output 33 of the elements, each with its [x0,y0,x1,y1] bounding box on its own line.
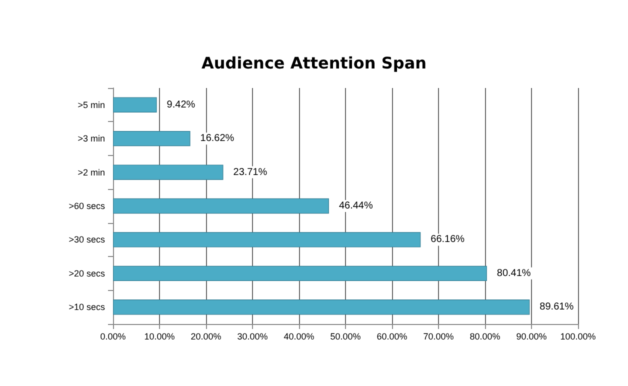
data-label: 80.41% [496,268,531,279]
x-tick-label: 40.00% [284,332,314,342]
bar [113,164,224,180]
y-tick-label: >20 secs [68,268,106,278]
x-tick-label: 90.00% [516,332,547,342]
y-tick-label: >30 secs [68,234,106,245]
x-tick-label: 0.00% [100,332,126,342]
data-label: 23.71% [233,166,268,178]
x-tick-label: 70.00% [423,332,454,342]
bar [113,232,421,248]
x-tick-label: 10.00% [144,332,175,342]
bar [113,266,487,282]
y-tick-label: >5 min [78,100,105,110]
data-label: 16.62% [200,133,234,144]
data-label: 46.44% [338,200,373,212]
y-tick-label: >10 secs [68,302,106,312]
chart-title: Audience Attention Span [201,54,427,72]
x-tick-label: 20.00% [190,332,222,342]
bar [113,130,190,146]
y-tick-label: >2 min [78,167,105,178]
bar [113,300,530,315]
x-tick-label: 30.00% [237,332,268,342]
data-label: 89.61% [540,302,574,313]
y-tick-label: >3 min [78,134,105,144]
data-label: 9.42% [166,99,196,110]
data-label: 66.16% [430,234,465,246]
bar [113,198,329,214]
y-tick-label: >60 secs [68,201,106,211]
bar [113,97,157,112]
x-tick-label: 100.00% [560,332,596,342]
x-tick-label: 50.00% [330,332,361,342]
x-tick-label: 80.00% [470,332,500,342]
x-tick-label: 60.00% [376,332,408,342]
